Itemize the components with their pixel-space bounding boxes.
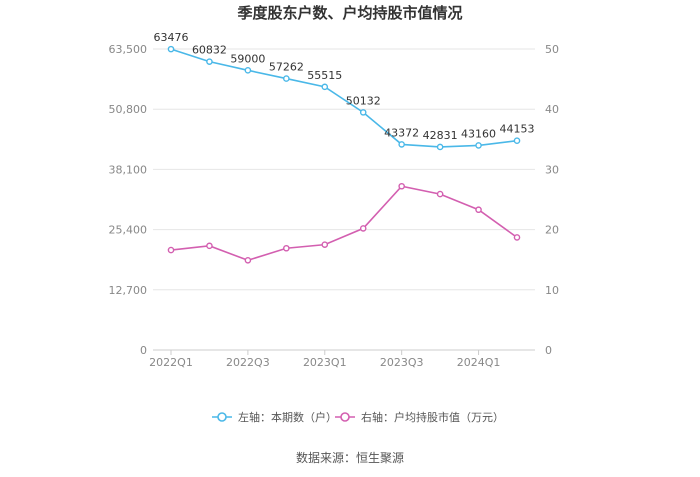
left-tick-label: 0 [140,344,147,357]
legend-item-0[interactable]: 左轴：本期数（户） [212,410,337,424]
data-label: 59000 [230,52,265,65]
data-source: 数据来源：恒生聚源 [296,450,404,465]
right-axis-ticks: 0 10 20 30 40 50 [545,43,559,357]
data-point[interactable] [436,143,444,151]
x-axis: 2022Q1 2022Q3 2023Q1 2023Q3 2024Q1 [149,349,535,369]
left-tick-label: 50,800 [109,103,148,116]
series-line-0 [170,48,518,148]
data-label: 50132 [346,94,381,107]
data-label: 55515 [307,69,342,82]
legend-swatch-marker [340,412,350,422]
data-label: 44153 [500,123,535,136]
x-tick-label: 2023Q1 [303,356,347,369]
data-point[interactable] [398,182,405,190]
data-point[interactable] [283,244,290,252]
legend-item-1[interactable]: 右轴：户均持股市值（万元） [335,410,504,424]
data-point[interactable] [398,141,405,148]
data-point[interactable] [244,67,252,74]
data-point[interactable] [244,257,252,264]
legend-swatch-marker [217,412,227,422]
data-label: 43372 [384,126,419,139]
data-point[interactable] [359,225,367,232]
left-axis-ticks: 0 12,700 25,400 38,100 50,800 63,500 [109,43,148,357]
x-tick-label: 2024Q1 [457,356,501,369]
data-point[interactable] [283,75,290,82]
data-point[interactable] [167,45,175,53]
left-tick-label: 63,500 [109,43,148,56]
legend-label: 右轴：户均持股市值（万元） [361,410,504,424]
data-point[interactable] [359,109,367,116]
legend[interactable]: 左轴：本期数（户） 右轴：户均持股市值（万元） [212,410,504,424]
chart-title: 季度股东户数、户均持股市值情况 [237,4,462,22]
data-point[interactable] [513,137,521,145]
series-group [167,45,521,264]
right-tick-label: 30 [545,163,559,176]
data-point[interactable] [321,241,329,248]
data-point[interactable] [206,58,213,65]
left-tick-label: 12,700 [109,284,148,297]
data-label: 42831 [423,129,458,142]
data-point[interactable] [436,190,444,198]
data-label: 43160 [461,127,496,140]
data-point[interactable] [321,83,329,91]
left-tick-label: 38,100 [109,163,148,176]
data-point[interactable] [167,246,175,254]
series-line-1 [170,185,518,262]
data-point[interactable] [475,206,482,214]
legend-label: 左轴：本期数（户） [238,410,337,424]
right-tick-label: 10 [545,284,559,297]
data-label: 63476 [154,31,189,44]
right-tick-label: 20 [545,224,559,237]
data-point[interactable] [475,142,482,149]
left-tick-label: 25,400 [109,224,148,237]
right-tick-label: 40 [545,103,559,116]
x-tick-label: 2023Q3 [380,356,424,369]
data-point[interactable] [206,242,213,250]
data-label: 60832 [192,44,227,57]
x-tick-label: 2022Q1 [149,356,193,369]
x-tick-label: 2022Q3 [226,356,270,369]
data-point[interactable] [513,234,521,241]
right-tick-label: 0 [545,344,552,357]
data-label: 57262 [269,61,304,74]
right-tick-label: 50 [545,43,559,56]
grid-lines [153,48,535,291]
